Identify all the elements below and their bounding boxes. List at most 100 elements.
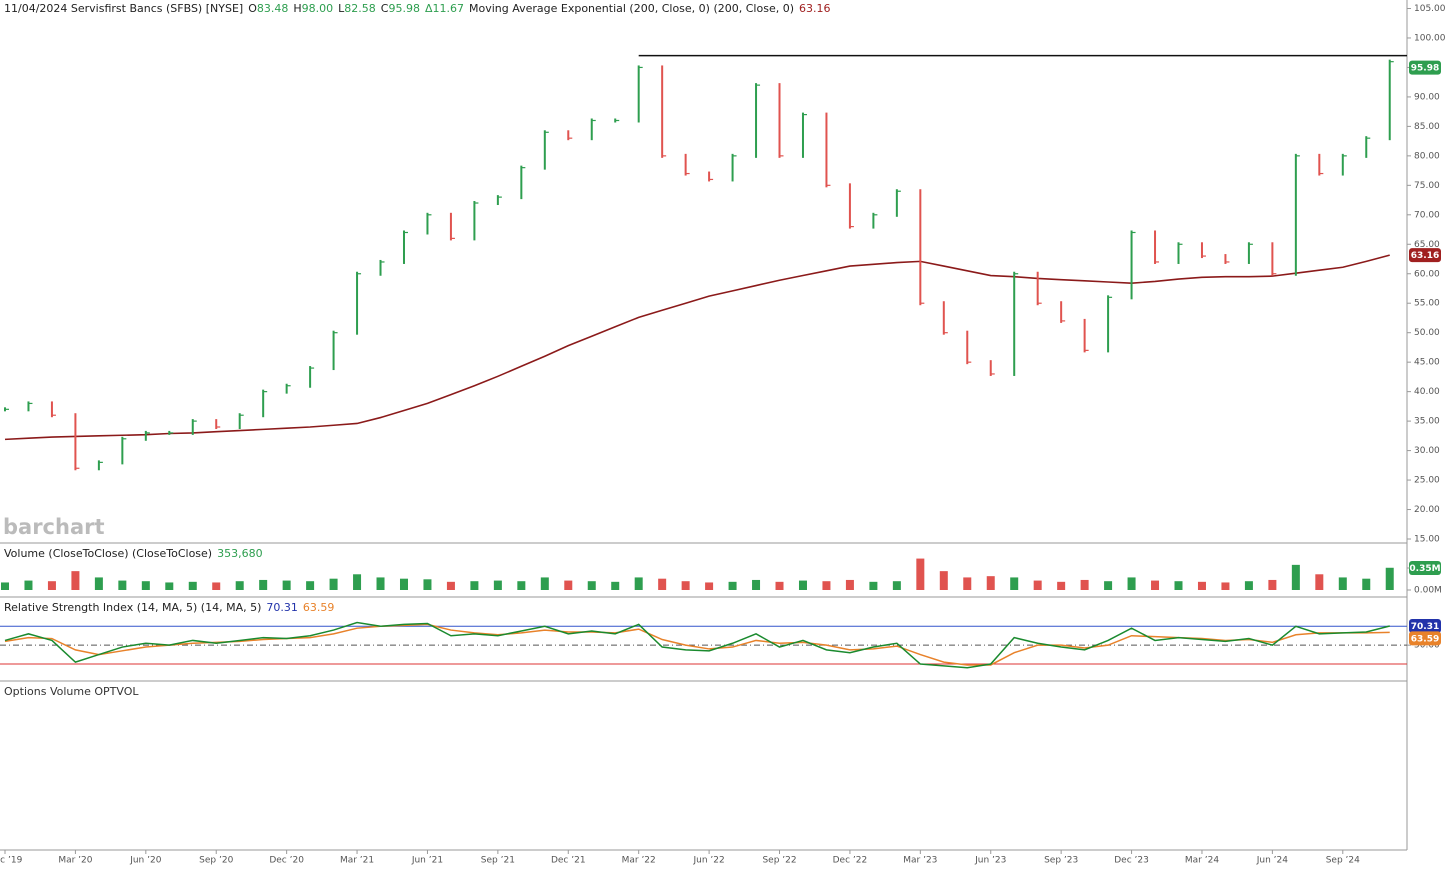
y-tick-label: 105.00 — [1414, 4, 1446, 14]
x-tick-label: Sep ’20 — [199, 856, 233, 866]
price-bar — [942, 301, 945, 335]
header-h-label: H — [293, 2, 301, 15]
volume-title: Volume (CloseToClose) (CloseToClose) — [4, 547, 212, 560]
volume-bar — [1197, 581, 1206, 590]
price-bar — [708, 171, 711, 182]
volume-bar — [540, 577, 549, 590]
y-tick-label: 90.00 — [1414, 92, 1440, 102]
ema-badge-bg — [1409, 248, 1441, 263]
price-bar — [1388, 59, 1391, 141]
price-bar — [1154, 230, 1157, 264]
volume-bar — [493, 580, 502, 590]
volume-bar — [329, 578, 338, 590]
rsi-header: Relative Strength Index (14, MA, 5) (14,… — [4, 601, 334, 614]
volume-bar — [705, 582, 714, 590]
volume-bar — [446, 581, 455, 590]
price-bar — [543, 130, 546, 170]
volume-bar — [1362, 578, 1371, 590]
options-title: Options Volume OPTVOL — [4, 685, 139, 698]
volume-bar — [634, 577, 643, 590]
header-high: 98.00 — [302, 2, 334, 15]
volume-bar — [1385, 567, 1394, 590]
volume-bar — [986, 576, 995, 590]
y-tick-label: 55.00 — [1414, 299, 1440, 309]
price-bar — [473, 201, 476, 241]
price-bar — [637, 65, 640, 123]
y-tick-label: 0.00M — [1414, 586, 1442, 596]
header-change: Δ11.67 — [425, 2, 464, 15]
volume-bar — [165, 582, 174, 590]
x-tick-label: Mar ’20 — [58, 856, 92, 866]
volume-badge-bg — [1409, 561, 1441, 575]
price-bar — [402, 230, 405, 264]
y-tick-label: 100.00 — [1414, 33, 1446, 43]
price-bar — [1247, 242, 1250, 264]
volume-bar — [235, 581, 244, 590]
price-bar — [1036, 271, 1039, 306]
volume-bar — [470, 581, 479, 590]
x-tick-label: Mar ’22 — [622, 856, 656, 866]
header-close: 95.98 — [388, 2, 420, 15]
price-bar — [848, 183, 851, 229]
volume-bar — [376, 577, 385, 590]
price-bar — [496, 195, 499, 206]
price-bar — [1224, 254, 1227, 264]
volume-badge-text: 0.35M — [1409, 564, 1440, 574]
rsi-line — [4, 621, 1390, 669]
price-bar — [731, 153, 734, 182]
x-tick-label: Dec ’22 — [833, 856, 868, 866]
volume-bar — [1, 582, 9, 590]
price-bar — [919, 189, 922, 306]
header-symbol: 11/04/2024 Servisfirst Bancs (SFBS) [NYS… — [4, 2, 243, 15]
rsi-value: 63.59 — [303, 601, 335, 614]
volume-bar — [1338, 577, 1347, 590]
y-tick-label: 80.00 — [1414, 151, 1440, 161]
price-bar — [379, 259, 382, 276]
close-badge-text: 95.98 — [1411, 64, 1439, 74]
price-bar — [215, 419, 218, 430]
volume-bar — [822, 581, 831, 590]
volume-bar — [587, 581, 596, 590]
ema-badge: 63.16 — [1409, 248, 1441, 263]
y-tick-label: 60.00 — [1414, 269, 1440, 279]
price-bar — [1107, 295, 1110, 353]
volume-bar — [306, 581, 315, 590]
volume-bar — [1244, 581, 1253, 590]
y-tick-label: 50.00 — [1414, 328, 1440, 338]
y-tick-label: 40.00 — [1414, 387, 1440, 397]
price-bar — [426, 212, 429, 235]
volume-bar — [1315, 574, 1324, 590]
volume-bar — [752, 579, 761, 590]
rsi-badge-bg — [1409, 619, 1441, 634]
volume-bar — [939, 571, 948, 590]
volume-bar — [24, 580, 33, 590]
close-badge-bg — [1409, 60, 1441, 75]
x-tick-label: Mar ’24 — [1185, 856, 1219, 866]
price-bar — [872, 212, 875, 229]
volume-bar — [517, 581, 526, 590]
volume-bar — [353, 574, 362, 590]
x-tick-label: Jun ’20 — [129, 856, 162, 866]
price-bar — [356, 271, 359, 335]
price-bar — [50, 401, 53, 418]
price-bar — [74, 413, 77, 471]
x-tick-label: Jun ’23 — [974, 856, 1006, 866]
price-bar — [778, 83, 781, 158]
volume-bar — [282, 580, 291, 590]
volume-bar — [47, 581, 56, 590]
price-bar — [1365, 136, 1368, 158]
x-tick-label: Dec ’19 — [0, 856, 23, 866]
ema-badge-text: 63.16 — [1411, 251, 1439, 261]
x-tick-label: Mar ’21 — [340, 856, 374, 866]
price-bar — [97, 460, 100, 471]
price-bar — [590, 118, 593, 141]
volume-bar — [1127, 577, 1136, 590]
y-tick-label: 65.00 — [1414, 240, 1440, 250]
x-tick-label: Dec ’20 — [269, 856, 304, 866]
y-tick-label: 45.00 — [1414, 358, 1440, 368]
header-ema-label: Moving Average Exponential (200, Close, … — [469, 2, 794, 15]
rsi-ma-badge-text: 63.59 — [1411, 634, 1439, 644]
rsi-ma-badge: 63.59 — [1409, 631, 1441, 646]
price-bar — [144, 430, 147, 441]
